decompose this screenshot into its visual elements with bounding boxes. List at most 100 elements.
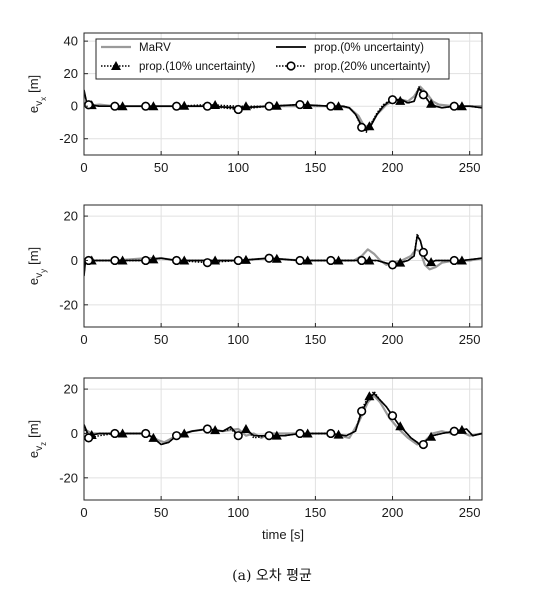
marker-circle <box>387 411 398 421</box>
marker-triangle <box>148 254 159 264</box>
marker-triangle <box>333 101 344 111</box>
marker-circle <box>110 255 120 266</box>
marker-circle <box>295 255 305 266</box>
legend: MaRV prop.(0% uncertainty) prop.(10% uncer… <box>95 38 450 80</box>
marker-triangle <box>117 428 128 438</box>
x-tick-label: 100 <box>227 505 249 520</box>
x-tick-label: 250 <box>459 160 481 175</box>
marker-triangle <box>364 121 375 131</box>
y-axis-label: evx[m] <box>26 75 48 113</box>
x-tick-label: 100 <box>227 160 249 175</box>
marker-circle <box>233 104 243 115</box>
marker-circle <box>326 101 336 111</box>
x-tick-label: 50 <box>154 160 168 175</box>
marker-circle <box>387 260 398 270</box>
x-tick-label: 200 <box>382 505 404 520</box>
marker-circle <box>326 428 336 439</box>
series-line-prop-20-uncertainty- <box>84 392 482 448</box>
marker-triangle <box>210 255 221 265</box>
x-tick-label: 50 <box>154 332 168 347</box>
y-tick-label: -20 <box>59 470 78 485</box>
marker-triangle <box>271 430 282 440</box>
marker-circle <box>171 255 182 266</box>
marker-circle <box>141 428 151 439</box>
marker-circle <box>357 406 367 416</box>
y-tick-label: 20 <box>64 382 78 397</box>
marker-triangle <box>395 257 406 267</box>
x-tick-label: 150 <box>305 160 327 175</box>
marker-circle <box>84 100 94 110</box>
marker-triangle <box>456 255 467 265</box>
marker-triangle <box>456 101 467 111</box>
marker-circle <box>449 255 459 266</box>
marker-triangle <box>117 255 128 265</box>
marker-triangle <box>426 257 437 267</box>
marker-circle <box>295 428 305 439</box>
marker-triangle <box>179 428 190 438</box>
marker-triangle <box>210 425 221 435</box>
marker-circle <box>233 255 243 266</box>
x-tick-label: 100 <box>227 332 249 347</box>
marker-circle <box>357 122 367 132</box>
legend-label-4: prop.(20% uncertainty) <box>314 61 431 73</box>
marker-triangle <box>333 255 344 265</box>
marker-circle <box>141 101 151 111</box>
marker-triangle <box>210 99 221 109</box>
y-tick-label: 0 <box>71 253 78 268</box>
marker-circle <box>295 99 305 110</box>
marker-circle <box>202 101 213 111</box>
y-axis-label: evy[m] <box>26 247 48 285</box>
series-group <box>84 233 482 277</box>
marker-circle <box>418 247 428 257</box>
marker-triangle <box>179 255 190 265</box>
x-tick-label: 250 <box>459 332 481 347</box>
x-tick-label: 200 <box>382 160 404 175</box>
marker-circle <box>418 90 428 100</box>
marker-triangle <box>148 432 159 442</box>
y-tick-label: 40 <box>64 34 78 49</box>
axes-frame <box>83 32 483 156</box>
marker-circle <box>449 101 459 111</box>
marker-triangle <box>148 101 159 111</box>
legend-box <box>95 38 450 80</box>
series-group <box>84 85 482 133</box>
x-tick-label: 150 <box>305 505 327 520</box>
axes-frame <box>83 204 483 328</box>
series-line-prop-10-uncertainty- <box>84 390 482 448</box>
y-tick-label: 0 <box>71 99 78 114</box>
marker-triangle <box>117 101 128 111</box>
x-tick-label: 0 <box>80 505 87 520</box>
x-tick-label: 0 <box>80 160 87 175</box>
x-axis-label: time [s] <box>262 527 304 542</box>
marker-triangle <box>395 421 406 431</box>
marker-triangle <box>456 424 467 434</box>
marker-triangle <box>426 431 437 441</box>
marker-circle <box>264 101 274 111</box>
y-axis-label: evz[m] <box>26 420 48 458</box>
x-tick-label: 50 <box>154 505 168 520</box>
legend-marker-circle <box>286 61 296 71</box>
marker-circle <box>110 428 120 439</box>
marker-triangle <box>271 253 282 263</box>
marker-circle <box>357 255 367 266</box>
marker-triangle <box>302 428 313 438</box>
marker-circle <box>264 431 274 441</box>
marker-triangle <box>333 429 344 439</box>
y-tick-label: 0 <box>71 426 78 441</box>
figure-caption: (a) 오차 평균 <box>232 568 312 584</box>
marker-triangle <box>364 255 375 265</box>
marker-circle <box>264 253 274 263</box>
legend-marker-triangle <box>111 61 121 70</box>
marker-triangle <box>240 254 251 264</box>
marker-circle <box>449 426 459 436</box>
marker-circle <box>171 431 182 441</box>
marker-circle <box>418 439 428 450</box>
legend-label-1: MaRV <box>139 42 171 54</box>
marker-circle <box>84 433 94 443</box>
y-tick-label: 20 <box>64 209 78 224</box>
series-line-prop-0-uncertainty- <box>84 392 482 448</box>
